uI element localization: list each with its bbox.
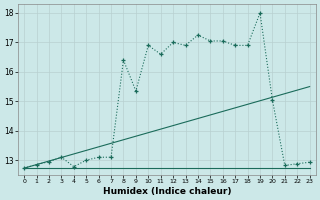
X-axis label: Humidex (Indice chaleur): Humidex (Indice chaleur) bbox=[103, 187, 231, 196]
